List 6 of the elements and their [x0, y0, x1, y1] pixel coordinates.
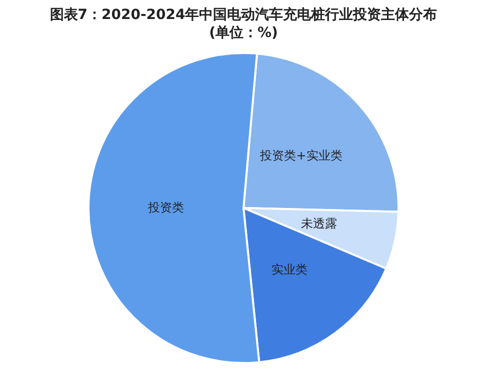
- slice-label: 未透露: [301, 216, 338, 231]
- chart-title: 图表7：2020-2024年中国电动汽车充电桩行业投资主体分布: [48, 6, 438, 24]
- slice-label: 投资类+实业类: [259, 148, 342, 162]
- chart-subtitle: (单位：%): [208, 24, 279, 42]
- slice-label: 投资类: [147, 200, 184, 215]
- slice-label: 实业类: [271, 262, 308, 277]
